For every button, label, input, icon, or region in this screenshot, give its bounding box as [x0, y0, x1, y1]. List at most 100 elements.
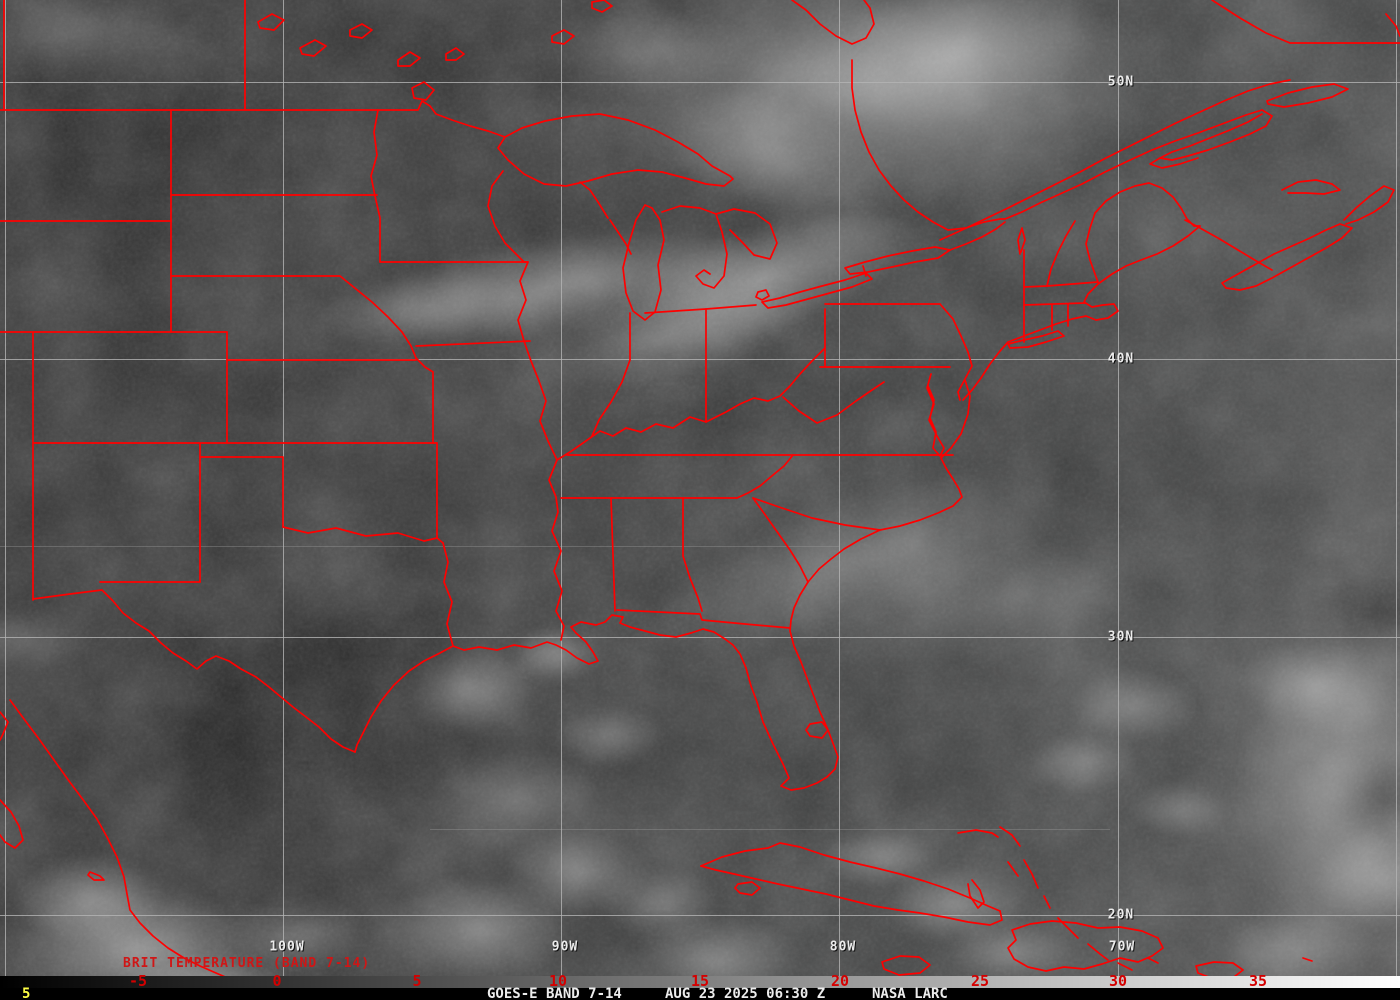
- boundary-islas-marias: [87, 871, 105, 881]
- boundary-long-island: [1007, 330, 1065, 349]
- boundary-abaco: [999, 826, 1021, 847]
- product-annotation: BRIT TEMPERATURE (BAND 7-14): [123, 956, 371, 971]
- boundary-cuba-south-coast: [700, 865, 1003, 926]
- boundary-bay-of-fundy-nb: [1184, 219, 1273, 271]
- boundary-delmarva-coast: [940, 379, 971, 459]
- boundary-us-canada-49n: [0, 100, 506, 138]
- boundary-sd-ne-missouri: [170, 275, 417, 359]
- boundary-us-mexico-border: [32, 589, 356, 753]
- boundary-sabine-tx-la: [442, 542, 454, 647]
- boundary-me-nh-border: [1085, 212, 1099, 283]
- boundary-cuba-north-coast: [700, 842, 1001, 912]
- boundary-anticosti-island: [1266, 83, 1349, 108]
- latitude-gridline: [0, 637, 1400, 638]
- boundary-baja-coast: [0, 711, 9, 741]
- boundary-delaware-river: [939, 303, 973, 401]
- boundary-nj-coast: [962, 350, 1001, 401]
- boundary-ma-north: [1023, 281, 1099, 288]
- boundary-ok-panhandle: [199, 456, 284, 528]
- boundary-prince-edward-island: [1281, 179, 1341, 195]
- boundary-grand-bahama: [957, 829, 999, 838]
- boundary-exuma: [1007, 861, 1019, 877]
- boundary-nc-sc-border: [752, 497, 881, 531]
- boundary-mississippi-river: [487, 170, 565, 641]
- boundary-vt-nh-ct-river: [1046, 220, 1076, 287]
- boundary-ontario-lake-4: [591, 0, 613, 13]
- longitude-gridline: [1396, 0, 1397, 976]
- boundary-andros: [967, 879, 985, 909]
- boundary-al-fl-31n: [616, 609, 701, 615]
- latitude-label: 30N: [1107, 629, 1135, 645]
- boundary-jamaica: [881, 955, 931, 976]
- colorbar-tick-label: 15: [690, 972, 710, 990]
- latitude-label: 50N: [1107, 74, 1135, 90]
- boundary-st-lawrence-south: [1004, 109, 1263, 220]
- boundary-new-england-coast: [999, 225, 1201, 352]
- boundary-maine-north: [1094, 182, 1201, 227]
- scan-seam-line: [0, 546, 839, 547]
- boundary-ontario-lake-1: [397, 51, 421, 67]
- latitude-gridline: [0, 359, 1400, 360]
- boundary-gaspe-peninsula: [1159, 109, 1273, 161]
- boundary-lake-ontario: [844, 246, 951, 275]
- boundary-baja-tip: [0, 799, 24, 849]
- longitude-label: 100W: [269, 939, 305, 955]
- colorbar-tick-label: 20: [830, 972, 850, 990]
- boundary-sc-ga-savannah: [752, 497, 809, 583]
- boundary-mexico-pacific-coast: [9, 699, 226, 976]
- boundary-mi-south-border: [644, 304, 757, 314]
- longitude-gridline: [839, 0, 840, 976]
- satellite-imagery-area: 50N 40N 30N 20N 100W 90W 80W 70W BRIT TEMPERATU…: [0, 0, 1400, 976]
- colorbar-tick-label: 35: [1248, 972, 1268, 990]
- colorbar-tick-label: 5: [412, 972, 422, 990]
- boundary-nova-scotia: [1221, 223, 1353, 291]
- boundary-lake-of-the-woods: [411, 81, 435, 101]
- boundary-st-lawrence-north: [939, 79, 1291, 241]
- boundary-lake-erie: [761, 272, 873, 309]
- colorbar-tick-label: 10: [548, 972, 568, 990]
- boundary-manitoba-lake-3: [349, 23, 373, 39]
- longitude-label: 90W: [551, 939, 579, 955]
- boundary-hispaniola: [1007, 920, 1164, 972]
- caption-bar: 5 GOES-E BAND 7-14 AUG 23 2025 06:30 Z N…: [0, 986, 1400, 1000]
- boundary-ontario-lake-3: [551, 29, 575, 45]
- boundary-turks: [1147, 957, 1159, 964]
- boundary-james-bay: [791, 0, 875, 45]
- colorbar-tick-label: 0: [272, 972, 282, 990]
- colorbar-tick-label: 30: [1108, 972, 1128, 990]
- credit: NASA LARC: [872, 986, 948, 1000]
- boundary-puerto-rico: [1195, 961, 1244, 976]
- longitude-gridline: [561, 0, 562, 976]
- timestamp: AUG 23 2025 06:30 Z: [665, 986, 826, 1000]
- boundary-ok-ar-line: [436, 442, 444, 544]
- boundary-ms-al-border: [610, 497, 616, 612]
- latitude-gridline: [0, 82, 1400, 83]
- boundary-quebec-line-ne: [1211, 0, 1400, 44]
- scan-seam-line: [430, 829, 1110, 830]
- boundary-mo-west: [415, 357, 434, 444]
- boundary-lake-champlain: [1017, 227, 1026, 255]
- colorbar-tick-label: -5: [128, 972, 148, 990]
- boundary-cat-island: [1043, 895, 1051, 909]
- boundary-st-lawrence-upper: [949, 221, 1006, 251]
- boundary-tn-nc-appalachia: [736, 454, 794, 499]
- map-boundaries-overlay: [0, 0, 1400, 976]
- boundary-st-martin: [1302, 957, 1313, 962]
- boundary-chesapeake-bay: [926, 373, 945, 457]
- boundary-lake-st-clair: [755, 289, 770, 301]
- boundary-ohio-river: [556, 347, 826, 461]
- boundary-acklins: [1087, 943, 1109, 961]
- latitude-label: 40N: [1107, 351, 1135, 367]
- boundary-red-river-ok-tx: [282, 526, 438, 542]
- boundary-wv-va-border: [782, 381, 885, 424]
- boundary-lake-huron: [661, 205, 728, 289]
- boundary-lake-okeechobee: [805, 721, 829, 739]
- boundary-al-ga-border: [682, 497, 703, 612]
- boundary-manitoba-lake-1: [257, 13, 285, 31]
- product-title: GOES-E BAND 7-14: [487, 986, 622, 1000]
- longitude-label: 80W: [829, 939, 857, 955]
- longitude-label: 70W: [1108, 939, 1136, 955]
- boundary-ontario-lake-2: [445, 47, 465, 61]
- boundary-isle-of-youth: [734, 881, 761, 896]
